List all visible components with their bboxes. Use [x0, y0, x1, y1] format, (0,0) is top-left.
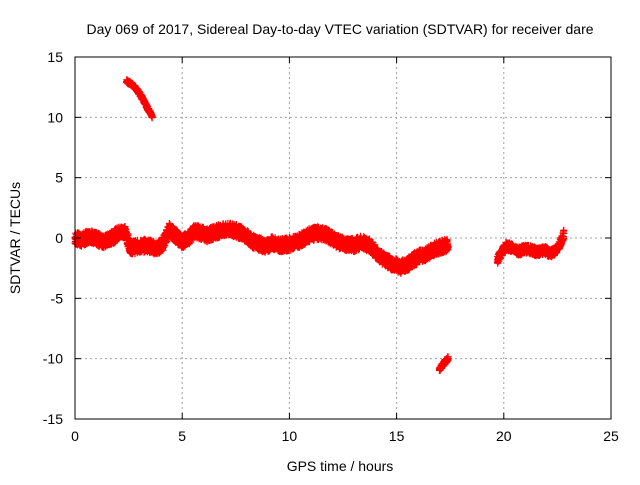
y-axis-label: SDTVAR / TECUs	[7, 182, 23, 294]
grid-layer	[75, 57, 611, 419]
y-tick-label: -5	[51, 290, 64, 306]
data-point-markers	[71, 219, 452, 277]
data-segment	[436, 353, 452, 374]
tick-layer: 0 5 10 15 20 25 -15 -10 -5 0 5 10 15	[43, 49, 619, 444]
x-tick-label: 15	[389, 428, 405, 444]
data-point-markers	[493, 226, 568, 267]
y-tick-label: 0	[55, 230, 63, 246]
data-segment	[493, 226, 568, 267]
data-point-markers	[123, 76, 156, 122]
x-axis-label: GPS time / hours	[287, 458, 394, 474]
y-tick-label: 10	[47, 109, 63, 125]
data-segment	[71, 219, 452, 277]
x-tick-label: 0	[71, 428, 79, 444]
y-tick-label: 15	[47, 49, 63, 65]
y-tick-label: 5	[55, 170, 63, 186]
chart-title: Day 069 of 2017, Sidereal Day-to-day VTE…	[86, 21, 593, 37]
x-tick-label: 5	[178, 428, 186, 444]
x-tick-label: 10	[282, 428, 298, 444]
x-tick-label: 25	[603, 428, 619, 444]
y-tick-label: -10	[43, 351, 63, 367]
data-point-markers	[436, 353, 452, 374]
x-tick-label: 20	[496, 428, 512, 444]
data-layer	[71, 76, 568, 374]
data-segment	[123, 76, 156, 122]
y-tick-label: -15	[43, 411, 63, 427]
